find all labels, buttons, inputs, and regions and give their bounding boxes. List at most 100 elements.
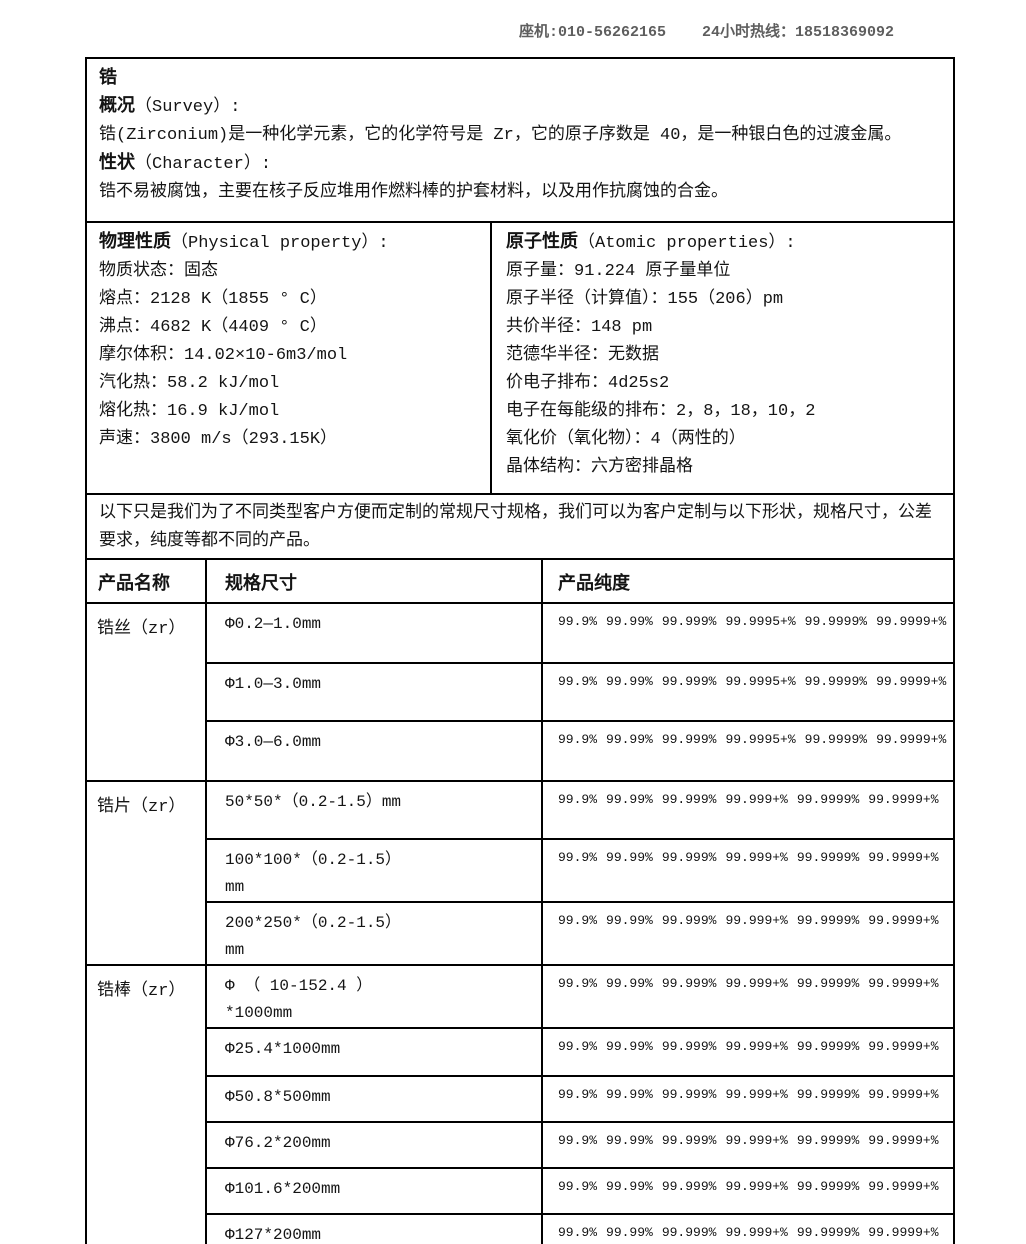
purity-value: 99.999%	[661, 976, 717, 991]
table-header-row: 产品名称 规格尺寸 产品纯度	[87, 560, 953, 604]
purity-value: 99.999%	[661, 850, 717, 865]
spec-cell: Φ3.0—6.0mm	[207, 722, 543, 780]
survey-label-en: （Survey）:	[135, 98, 241, 117]
purity-value: 99.9999%	[796, 1087, 860, 1102]
character-text: 锆不易被腐蚀，主要在核子反应堆用作燃料棒的护套材料，以及用作抗腐蚀的合金。	[99, 183, 728, 202]
purity-value: 99.9999+%	[868, 1087, 939, 1102]
table-row: Φ50.8*500mm 99.9% 99.99% 99.999% 99.999+% 99.…	[207, 1077, 953, 1123]
purity-cell: 99.9% 99.99% 99.999% 99.999+% 99.9999% 99.999…	[543, 966, 953, 1027]
purity-value: 99.99%	[606, 614, 653, 629]
purity-value: 99.9%	[558, 1179, 598, 1194]
table-row: 200*250*（0.2-1.5） mm 99.9% 99.99% 99.999% 99…	[207, 903, 953, 964]
purity-value: 99.9%	[558, 850, 598, 865]
product-name-cell: 锆丝（zr）	[87, 604, 207, 780]
table-row: Φ127*200mm 99.9% 99.99% 99.999% 99.999+% 99.9…	[207, 1215, 953, 1244]
purity-value: 99.999%	[661, 674, 717, 689]
purity-value: 99.9999+%	[876, 674, 947, 689]
product-group: 锆片（zr） 50*50*（0.2-1.5）mm 99.9% 99.99% 99.999…	[87, 782, 953, 966]
purity-cell: 99.9% 99.99% 99.999% 99.9995+% 99.9999% 99.99…	[543, 664, 953, 720]
product-rows: Φ （ 10-152.4 ） *1000mm 99.9% 99.99% 99.999%…	[207, 966, 953, 1244]
survey-text: 锆(Zirconium)是一种化学元素，它的化学符号是 Zr，它的原子序数是 4…	[99, 126, 902, 145]
atomic-lines: 原子量：91.224 原子量单位 原子半径（计算值）：155（206）pm 共价半径…	[506, 258, 945, 482]
purity-value: 99.99%	[606, 1225, 653, 1240]
product-table: 产品名称 规格尺寸 产品纯度 锆丝（zr） Φ0.2—1.0mm 99.9% 99.9…	[85, 558, 955, 1244]
product-name-cell: 锆棒（zr）	[87, 966, 207, 1244]
character-label: 性状（Character）:	[99, 150, 939, 179]
purity-value: 99.9999+%	[876, 614, 947, 629]
purity-value: 99.9999%	[796, 1179, 860, 1194]
purity-value: 99.9%	[558, 614, 598, 629]
survey-label-zh: 概况	[99, 97, 135, 117]
document-body: 锆 概况（Survey）: 锆(Zirconium)是一种化学元素，它的化学符号…	[85, 57, 955, 1244]
purity-value: 99.9999%	[796, 976, 860, 991]
purity-value: 99.99%	[606, 1133, 653, 1148]
purity-value: 99.999%	[661, 1225, 717, 1240]
purity-value: 99.99%	[606, 1039, 653, 1054]
purity-value: 99.9%	[558, 1133, 598, 1148]
spec-cell: Φ76.2*200mm	[207, 1123, 543, 1167]
property-line: 摩尔体积：14.02×10-6m3/mol	[99, 346, 348, 365]
purity-cell: 99.9% 99.99% 99.999% 99.999+% 99.9999% 99.999…	[543, 1169, 953, 1213]
purity-value: 99.9999%	[796, 1133, 860, 1148]
physical-lines: 物质状态：固态 熔点：2128 K（1855 ° C） 沸点：4682 K（4409…	[99, 258, 482, 454]
properties-section: 物理性质（Physical property）: 物质状态：固态 熔点：2128 …	[85, 221, 955, 495]
spec-cell: Φ127*200mm	[207, 1215, 543, 1244]
spec-cell: 50*50*（0.2-1.5）mm	[207, 782, 543, 838]
purity-value: 99.99%	[606, 976, 653, 991]
purity-value: 99.999%	[661, 792, 717, 807]
purity-value: 99.9%	[558, 732, 598, 747]
survey-label: 概况（Survey）:	[99, 93, 939, 122]
physical-title-en: （Physical property）:	[171, 234, 389, 253]
header-cell-purity: 产品纯度	[558, 575, 630, 595]
spec-cell: Φ101.6*200mm	[207, 1169, 543, 1213]
property-line: 汽化热：58.2 kJ/mol	[99, 374, 280, 393]
purity-value: 99.9999%	[796, 792, 860, 807]
purity-cell: 99.9% 99.99% 99.999% 99.999+% 99.9999% 99.999…	[543, 840, 953, 901]
purity-value: 99.9999%	[796, 1225, 860, 1240]
spec-cell: Φ （ 10-152.4 ） *1000mm	[207, 966, 543, 1027]
property-line: 晶体结构：六方密排晶格	[506, 458, 693, 477]
purity-value: 99.9999%	[804, 614, 868, 629]
atomic-properties-cell: 原子性质（Atomic properties）: 原子量：91.224 原子量单…	[492, 223, 953, 493]
product-group: 锆丝（zr） Φ0.2—1.0mm 99.9% 99.99% 99.999% 99.999…	[87, 604, 953, 782]
purity-value: 99.9999+%	[868, 1179, 939, 1194]
spec-cell: Φ50.8*500mm	[207, 1077, 543, 1121]
purity-value: 99.99%	[606, 1179, 653, 1194]
purity-value: 99.999%	[661, 732, 717, 747]
property-line: 声速：3800 m/s（293.15K）	[99, 430, 338, 449]
purity-value: 99.9%	[558, 1225, 598, 1240]
product-name-cell: 锆片（zr）	[87, 782, 207, 964]
atomic-title-zh: 原子性质	[506, 233, 578, 253]
table-row: Φ （ 10-152.4 ） *1000mm 99.9% 99.99% 99.999%…	[207, 966, 953, 1029]
physical-title: 物理性质（Physical property）:	[99, 229, 482, 258]
purity-value: 99.999+%	[725, 1179, 788, 1194]
property-line: 熔化热：16.9 kJ/mol	[99, 402, 280, 421]
purity-value: 99.99%	[606, 674, 653, 689]
purity-value: 99.9%	[558, 674, 598, 689]
purity-value: 99.9999+%	[868, 792, 939, 807]
property-line: 原子半径（计算值）：155（206）pm	[506, 290, 784, 309]
purity-value: 99.9995+%	[725, 732, 796, 747]
purity-value: 99.9%	[558, 976, 598, 991]
purity-value: 99.999+%	[725, 792, 788, 807]
purity-value: 99.9995+%	[725, 674, 796, 689]
intro-section: 锆 概况（Survey）: 锆(Zirconium)是一种化学元素，它的化学符号…	[85, 57, 955, 223]
table-row: Φ76.2*200mm 99.9% 99.99% 99.999% 99.999+% 99.…	[207, 1123, 953, 1169]
property-line: 范德华半径：无数据	[506, 346, 659, 365]
purity-cell: 99.9% 99.99% 99.999% 99.999+% 99.9999% 99.999…	[543, 1029, 953, 1075]
purity-value: 99.9999+%	[868, 913, 939, 928]
purity-value: 99.9999+%	[876, 732, 947, 747]
product-group: 锆棒（zr） Φ （ 10-152.4 ） *1000mm 99.9% 99.99% 9…	[87, 966, 953, 1244]
physical-properties-cell: 物理性质（Physical property）: 物质状态：固态 熔点：2128 …	[87, 223, 492, 493]
table-row: 50*50*（0.2-1.5）mm 99.9% 99.99% 99.999% 99.99…	[207, 782, 953, 840]
purity-value: 99.9999+%	[868, 850, 939, 865]
property-line: 物质状态：固态	[99, 262, 218, 281]
property-line: 氧化价（氧化物）：4（两性的）	[506, 430, 746, 449]
spec-cell: 200*250*（0.2-1.5） mm	[207, 903, 543, 964]
purity-value: 99.999%	[661, 1179, 717, 1194]
purity-value: 99.99%	[606, 792, 653, 807]
atomic-title-en: （Atomic properties）:	[578, 234, 796, 253]
purity-value: 99.9%	[558, 1039, 598, 1054]
purity-value: 99.9995+%	[725, 614, 796, 629]
purity-cell: 99.9% 99.99% 99.999% 99.999+% 99.9999% 99.999…	[543, 782, 953, 838]
